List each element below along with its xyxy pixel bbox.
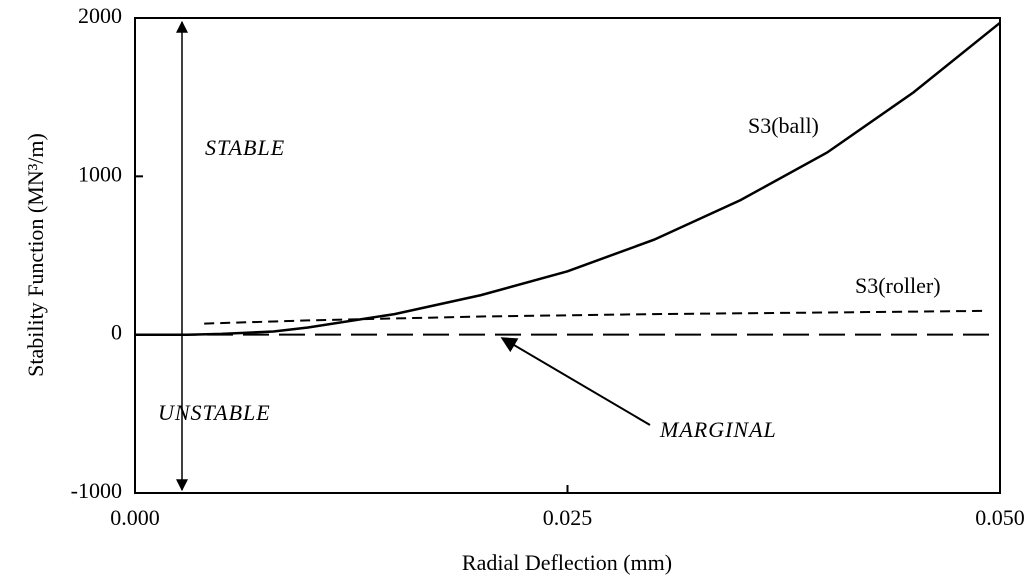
x-tick-label: 0.000 bbox=[110, 505, 160, 530]
unstable-label: UNSTABLE bbox=[158, 400, 271, 425]
y-tick-label: 0 bbox=[111, 320, 122, 345]
y-axis-label: Stability Function (MN³/m) bbox=[23, 133, 48, 377]
x-axis-label: Radial Deflection (mm) bbox=[462, 550, 672, 575]
series-label: S3(roller) bbox=[855, 273, 941, 298]
stable-label: STABLE bbox=[205, 135, 285, 160]
series-label: S3(ball) bbox=[748, 113, 819, 138]
series-line bbox=[135, 21, 1001, 336]
series-line bbox=[204, 309, 983, 325]
y-tick-label: 2000 bbox=[78, 3, 122, 28]
x-tick-label: 0.025 bbox=[543, 505, 593, 530]
marginal-arrow bbox=[500, 337, 651, 426]
x-tick-label: 0.050 bbox=[975, 505, 1025, 530]
y-tick-label: 1000 bbox=[78, 161, 122, 186]
marginal-label: MARGINAL bbox=[659, 417, 777, 442]
y-tick-label: -1000 bbox=[71, 478, 122, 503]
